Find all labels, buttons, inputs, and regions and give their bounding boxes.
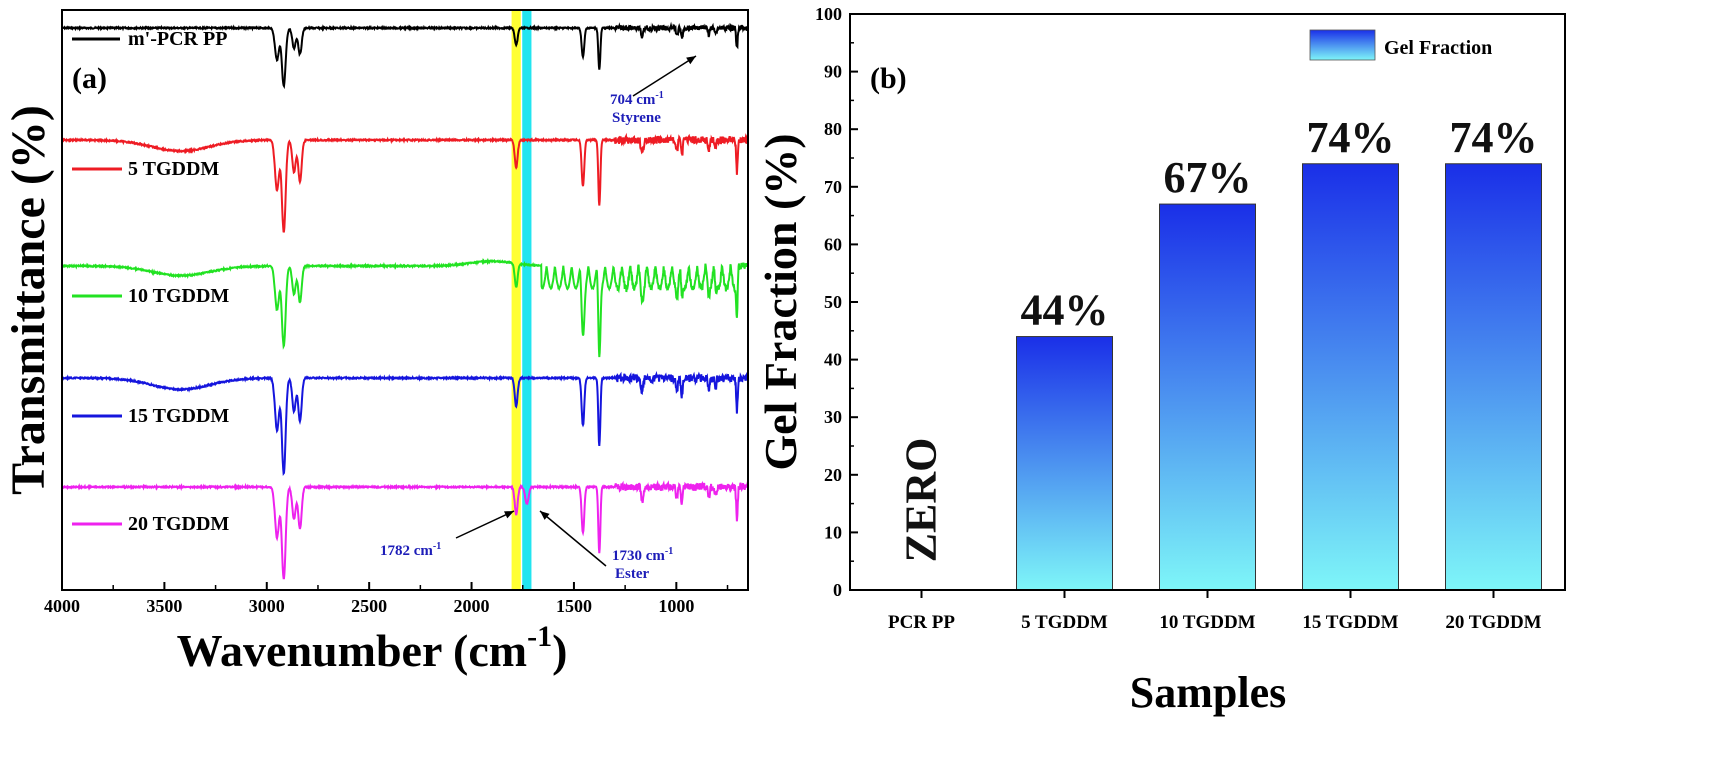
x-tick-label: 2500 (351, 596, 387, 616)
panel-label-b: (b) (870, 62, 907, 95)
spectrum-line-2 (62, 257, 748, 358)
annotation-arrowhead (504, 511, 514, 519)
legend: Gel Fraction (1309, 29, 1492, 61)
gel-fraction-panel: 0 10 20 30 40 50 60 70 80 90 100 PCR PP 5 TGDDM 10 T… (755, 4, 1566, 717)
annotation-sup: -1 (433, 541, 441, 552)
y-tick-label: 0 (833, 580, 842, 600)
y-tick-label: 50 (824, 292, 842, 312)
data-label: 67% (1164, 153, 1252, 202)
y-tick-label: 20 (824, 465, 842, 485)
y-tick-label: 10 (824, 522, 842, 542)
spectrum-line-3 (62, 370, 748, 476)
annotation-value: 704 cm (610, 92, 656, 108)
bar-4 (1445, 163, 1542, 591)
data-label-zero: ZERO (897, 438, 946, 563)
x-axis-title-b: Samples (1130, 668, 1286, 717)
annotation-arrow (539, 510, 607, 567)
y-tick-label: 60 (824, 234, 842, 254)
annotation-subtitle: Styrene (612, 110, 661, 126)
plot-frame-a (61, 9, 749, 591)
annotation-label: 1782 cm-1 (380, 541, 441, 559)
annotation-arrow (455, 510, 515, 539)
data-label: 74% (1307, 113, 1395, 162)
annotation-label: 1730 cm-1 Ester (612, 546, 673, 582)
bar-2 (1159, 203, 1256, 591)
x-tick-label: 10 TGDDM (1159, 612, 1255, 633)
y-tick-label: 90 (824, 62, 842, 82)
highlight-band-0 (511, 10, 521, 590)
series-label: 5 TGDDM (128, 158, 219, 180)
series-label: 15 TGDDM (128, 405, 229, 427)
annotation-arrowhead (540, 511, 550, 520)
annotation-arrowhead (686, 56, 696, 65)
annotation-subtitle: Ester (615, 566, 649, 582)
ftir-panel: 4000 3500 3000 2500 2000 1500 1000 m'-PCR PP 5 … (2, 9, 749, 676)
highlight-bands (511, 10, 532, 590)
data-label: 74% (1450, 113, 1538, 162)
x-axis-title-main: Wavenumber (cm (177, 625, 528, 676)
y-tick-label: 70 (824, 177, 842, 197)
spectrum-line-0 (62, 21, 748, 90)
y-axis-title-a: Transmittance (%) (2, 105, 55, 495)
spectra-lines (62, 21, 748, 580)
x-axis-ticks: PCR PP 5 TGDDM 10 TGDDM 15 TGDDM 20 TGDDM (888, 590, 1542, 633)
bars (1016, 163, 1542, 591)
series-label: 10 TGDDM (128, 285, 229, 307)
spectrum-line-1 (62, 132, 748, 233)
x-tick-label: 20 TGDDM (1445, 612, 1541, 633)
y-tick-label: 40 (824, 350, 842, 370)
x-axis-title-close: ) (552, 625, 567, 676)
x-tick-label: 2000 (454, 596, 490, 616)
y-tick-label: 100 (815, 4, 842, 24)
bar-1 (1016, 336, 1113, 591)
highlight-band-1 (522, 10, 532, 590)
annotation-label: 704 cm-1 Styrene (610, 90, 664, 126)
series-label: m'-PCR PP (128, 28, 227, 50)
x-axis-title-sup: -1 (527, 620, 552, 653)
y-tick-label: 80 (824, 119, 842, 139)
annotation-sup: -1 (655, 90, 663, 101)
data-labels: ZERO 44% 67% 74% 74% (897, 113, 1538, 563)
annotation-sup: -1 (665, 546, 673, 557)
y-axis-title-b: Gel Fraction (%) (755, 133, 806, 470)
x-axis-ticks: 4000 3500 3000 2500 2000 1500 1000 (44, 582, 729, 616)
x-tick-label: PCR PP (888, 612, 955, 633)
legend-swatch (1309, 29, 1376, 61)
x-tick-label: 5 TGDDM (1021, 612, 1108, 633)
panel-label-a: (a) (72, 62, 107, 95)
x-tick-label: 4000 (44, 596, 80, 616)
x-axis-title-a: Wavenumber (cm-1) (177, 620, 568, 676)
annotation-value: 1782 cm (380, 543, 433, 559)
series-labels: m'-PCR PP 5 TGDDM 10 TGDDM 15 TGDDM 20 TGDDM (72, 28, 229, 535)
x-tick-label: 1000 (658, 596, 694, 616)
annotation-arrow (632, 55, 697, 97)
x-tick-label: 15 TGDDM (1302, 612, 1398, 633)
x-tick-label: 3000 (249, 596, 285, 616)
legend-label: Gel Fraction (1384, 37, 1492, 59)
y-tick-label: 30 (824, 407, 842, 427)
spectrum-line-4 (62, 479, 748, 580)
annotation-value: 1730 cm (612, 548, 665, 564)
bar-3 (1302, 163, 1399, 591)
y-axis-ticks: 0 10 20 30 40 50 60 70 80 90 100 (815, 4, 858, 600)
x-tick-label: 1500 (556, 596, 592, 616)
series-label: 20 TGDDM (128, 513, 229, 535)
x-tick-label: 3500 (146, 596, 182, 616)
data-label: 44% (1021, 286, 1109, 335)
